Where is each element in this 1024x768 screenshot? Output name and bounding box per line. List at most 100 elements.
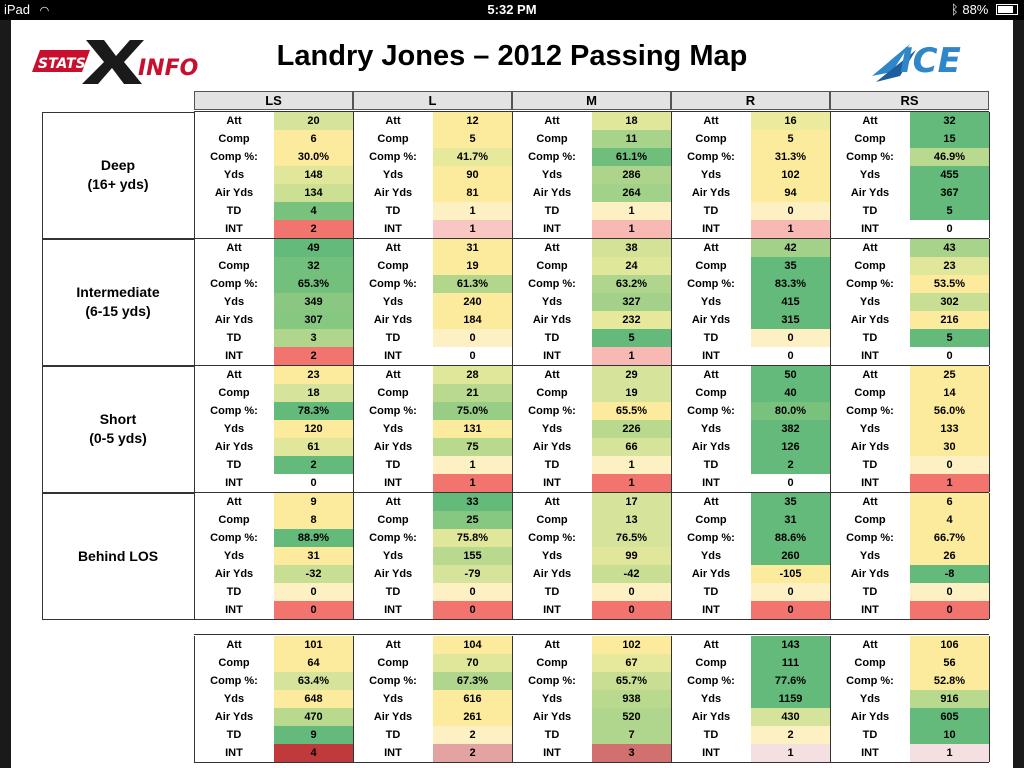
stat-value-section-0-r: 1 xyxy=(751,220,830,238)
grid-line xyxy=(512,239,513,365)
stat-value-totals-ls: 101 xyxy=(274,636,353,654)
grid-line xyxy=(353,112,354,238)
stat-value-section-1-l: 0 xyxy=(433,329,512,347)
stat-label: Att xyxy=(862,496,878,508)
stat-value-section-3-rs: 66.7% xyxy=(910,529,989,547)
stat-label: INT xyxy=(702,223,720,235)
stat-label: Air Yds xyxy=(214,568,254,580)
stat-value-section-0-m: 11 xyxy=(592,130,671,148)
stat-value-section-1-rs: 0 xyxy=(910,347,989,365)
stat-value-totals-l: 616 xyxy=(433,690,512,708)
stat-value-section-0-rs: 5 xyxy=(910,202,989,220)
stat-label: INT xyxy=(225,223,243,235)
stat-label: Comp %: xyxy=(210,151,258,163)
stat-value-section-0-m: 18 xyxy=(592,112,671,130)
stat-label: Att xyxy=(385,242,401,254)
stat-value-section-1-l: 184 xyxy=(433,311,512,329)
stat-value-section-3-r: 0 xyxy=(751,583,830,601)
stat-label: Att xyxy=(703,369,719,381)
stat-value-section-0-m: 1 xyxy=(592,202,671,220)
stat-value-section-3-l: 155 xyxy=(433,547,512,565)
stat-label: Att xyxy=(862,639,878,651)
stat-value-section-1-ls: 49 xyxy=(274,239,353,257)
stat-label: Yds xyxy=(859,296,881,308)
stat-value-totals-l: 104 xyxy=(433,636,512,654)
stat-label: INT xyxy=(543,477,561,489)
stat-label: Yds xyxy=(541,550,563,562)
stat-label: Yds xyxy=(700,550,722,562)
stat-label: Att xyxy=(862,369,878,381)
stat-value-section-0-l: 1 xyxy=(433,220,512,238)
ice-logo: ICE xyxy=(872,41,961,82)
stat-value-section-3-ls: 0 xyxy=(274,601,353,619)
stat-label: TD xyxy=(385,586,401,598)
stat-label: Comp %: xyxy=(687,532,735,544)
stat-label: Comp xyxy=(377,133,409,145)
stat-value-totals-r: 1159 xyxy=(751,690,830,708)
stat-value-section-2-rs: 56.0% xyxy=(910,402,989,420)
stat-label: Comp xyxy=(854,657,886,669)
stat-value-section-0-r: 94 xyxy=(751,184,830,202)
svg-text:ICE: ICE xyxy=(900,41,961,81)
stat-label: Att xyxy=(703,496,719,508)
grid-line xyxy=(194,239,195,365)
stat-label: INT xyxy=(384,477,402,489)
stat-value-section-0-r: 5 xyxy=(751,130,830,148)
stat-value-totals-r: 1 xyxy=(751,744,830,762)
stat-label: Att xyxy=(703,242,719,254)
stat-value-section-2-m: 1 xyxy=(592,474,671,492)
stat-value-section-0-ls: 2 xyxy=(274,220,353,238)
stat-value-totals-r: 77.6% xyxy=(751,672,830,690)
stat-label: Comp %: xyxy=(687,405,735,417)
stat-value-totals-ls: 63.4% xyxy=(274,672,353,690)
stat-value-section-1-m: 24 xyxy=(592,257,671,275)
stat-value-section-1-rs: 53.5% xyxy=(910,275,989,293)
stat-label: Att xyxy=(703,115,719,127)
stat-label: TD xyxy=(703,205,719,217)
stat-label: Yds xyxy=(541,693,563,705)
stat-label: TD xyxy=(544,729,560,741)
stat-label: Comp xyxy=(536,133,568,145)
stat-label: Yds xyxy=(700,296,722,308)
stat-value-section-1-m: 327 xyxy=(592,293,671,311)
stat-label: TD xyxy=(226,205,242,217)
stat-label: Comp xyxy=(695,657,727,669)
stat-label: Yds xyxy=(223,296,245,308)
stat-value-section-0-rs: 46.9% xyxy=(910,148,989,166)
stat-value-section-0-l: 41.7% xyxy=(433,148,512,166)
stat-label: Yds xyxy=(859,550,881,562)
grid-line xyxy=(42,492,989,493)
column-header-r: R xyxy=(671,91,830,110)
grid-line xyxy=(42,619,989,620)
stat-label: INT xyxy=(702,747,720,759)
stat-label: INT xyxy=(225,747,243,759)
stat-label: INT xyxy=(225,350,243,362)
stat-value-section-3-l: 25 xyxy=(433,511,512,529)
stat-value-section-1-r: 415 xyxy=(751,293,830,311)
stat-value-section-1-m: 63.2% xyxy=(592,275,671,293)
grid-line xyxy=(42,366,195,367)
stat-value-section-3-l: 0 xyxy=(433,583,512,601)
stat-label: Comp xyxy=(377,260,409,272)
stat-value-section-1-m: 38 xyxy=(592,239,671,257)
device-frame-right xyxy=(1013,20,1024,768)
stat-label: Yds xyxy=(700,169,722,181)
column-header-l: L xyxy=(353,91,512,110)
grid-line xyxy=(194,111,989,112)
stat-value-section-1-ls: 65.3% xyxy=(274,275,353,293)
stat-label: Comp %: xyxy=(528,405,576,417)
grid-line xyxy=(989,636,990,762)
stat-value-totals-rs: 106 xyxy=(910,636,989,654)
grid-line xyxy=(194,112,195,238)
stat-label: INT xyxy=(861,604,879,616)
stat-value-totals-ls: 648 xyxy=(274,690,353,708)
stat-label: INT xyxy=(543,223,561,235)
stat-value-totals-r: 430 xyxy=(751,708,830,726)
grid-line xyxy=(512,112,513,238)
battery-percent: 88% xyxy=(962,2,989,17)
grid-line xyxy=(671,239,672,365)
stat-label: TD xyxy=(703,729,719,741)
stat-value-section-3-l: 33 xyxy=(433,493,512,511)
stat-value-section-2-r: 80.0% xyxy=(751,402,830,420)
grid-line xyxy=(42,238,989,239)
